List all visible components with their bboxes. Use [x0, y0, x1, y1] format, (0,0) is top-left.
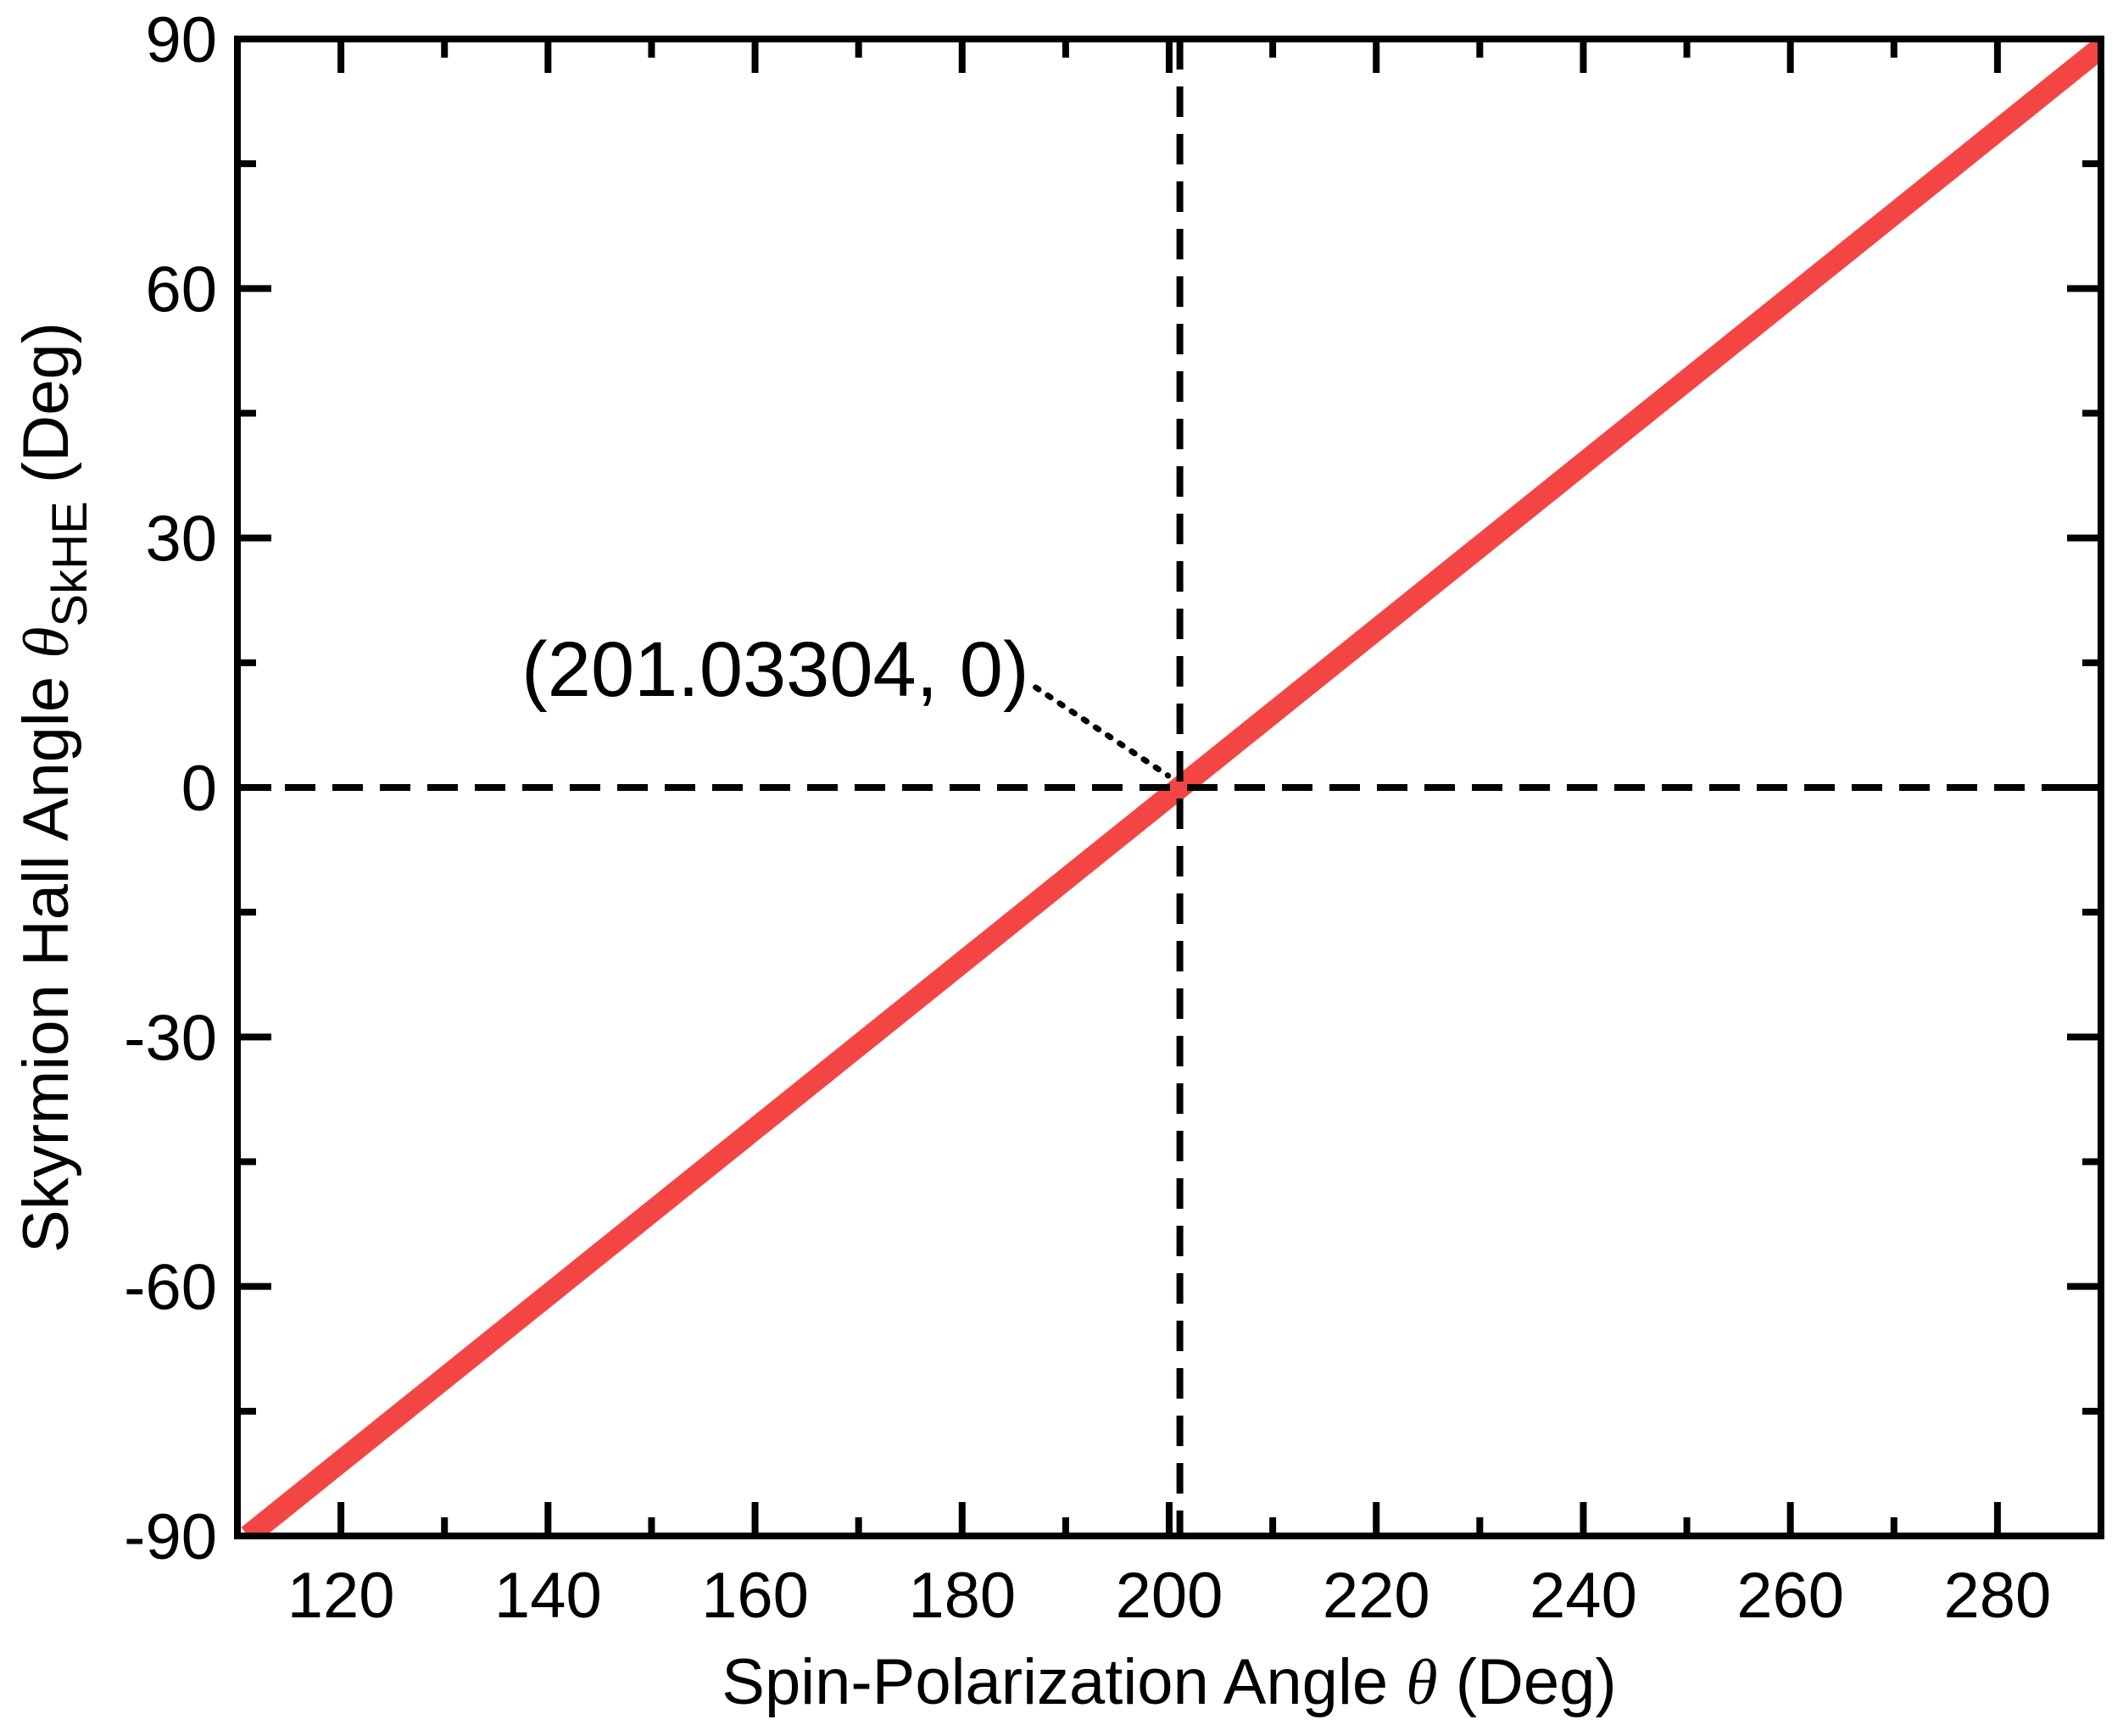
y-tick-label: 90	[145, 4, 217, 76]
y-tick-label: 0	[181, 753, 217, 825]
y-tick-label: -90	[124, 1501, 217, 1573]
x-tick-label: 180	[908, 1560, 1016, 1632]
x-tick-label: 260	[1736, 1560, 1844, 1632]
y-axis-subscript: SkHE	[42, 501, 98, 626]
y-axis-title: Skyrmion Hall Angle θSkHE (Deg)	[10, 322, 98, 1253]
y-tick-label: -60	[124, 1252, 217, 1324]
x-tick-label: 240	[1530, 1560, 1637, 1632]
x-tick-label: 140	[494, 1560, 602, 1632]
x-tick-label: 220	[1323, 1560, 1430, 1632]
y-tick-label: 60	[145, 253, 217, 326]
y-axis-unit: (Deg)	[10, 322, 82, 483]
x-tick-label: 200	[1116, 1560, 1223, 1632]
annotation-label: (201.03304, 0)	[521, 626, 1028, 713]
x-tick-label: 160	[701, 1560, 809, 1632]
x-axis-title: Spin-Polarization Angle θ (Deg)	[722, 1646, 1616, 1718]
annotation-leader	[1033, 684, 1172, 779]
y-tick-label: 30	[145, 504, 217, 576]
x-axis-title-text: Spin-Polarization Angle	[722, 1646, 1388, 1718]
x-axis-theta-symbol: θ	[1406, 1647, 1437, 1718]
x-axis-unit: (Deg)	[1456, 1646, 1617, 1718]
y-axis-theta-symbol: θ	[11, 626, 82, 658]
series-line-0	[241, 39, 2101, 1536]
x-tick-label: 120	[287, 1560, 395, 1632]
y-tick-label: -30	[124, 1002, 217, 1074]
y-axis-title-text: Skyrmion Hall Angle	[10, 676, 82, 1253]
x-tick-label: 280	[1943, 1560, 2051, 1632]
